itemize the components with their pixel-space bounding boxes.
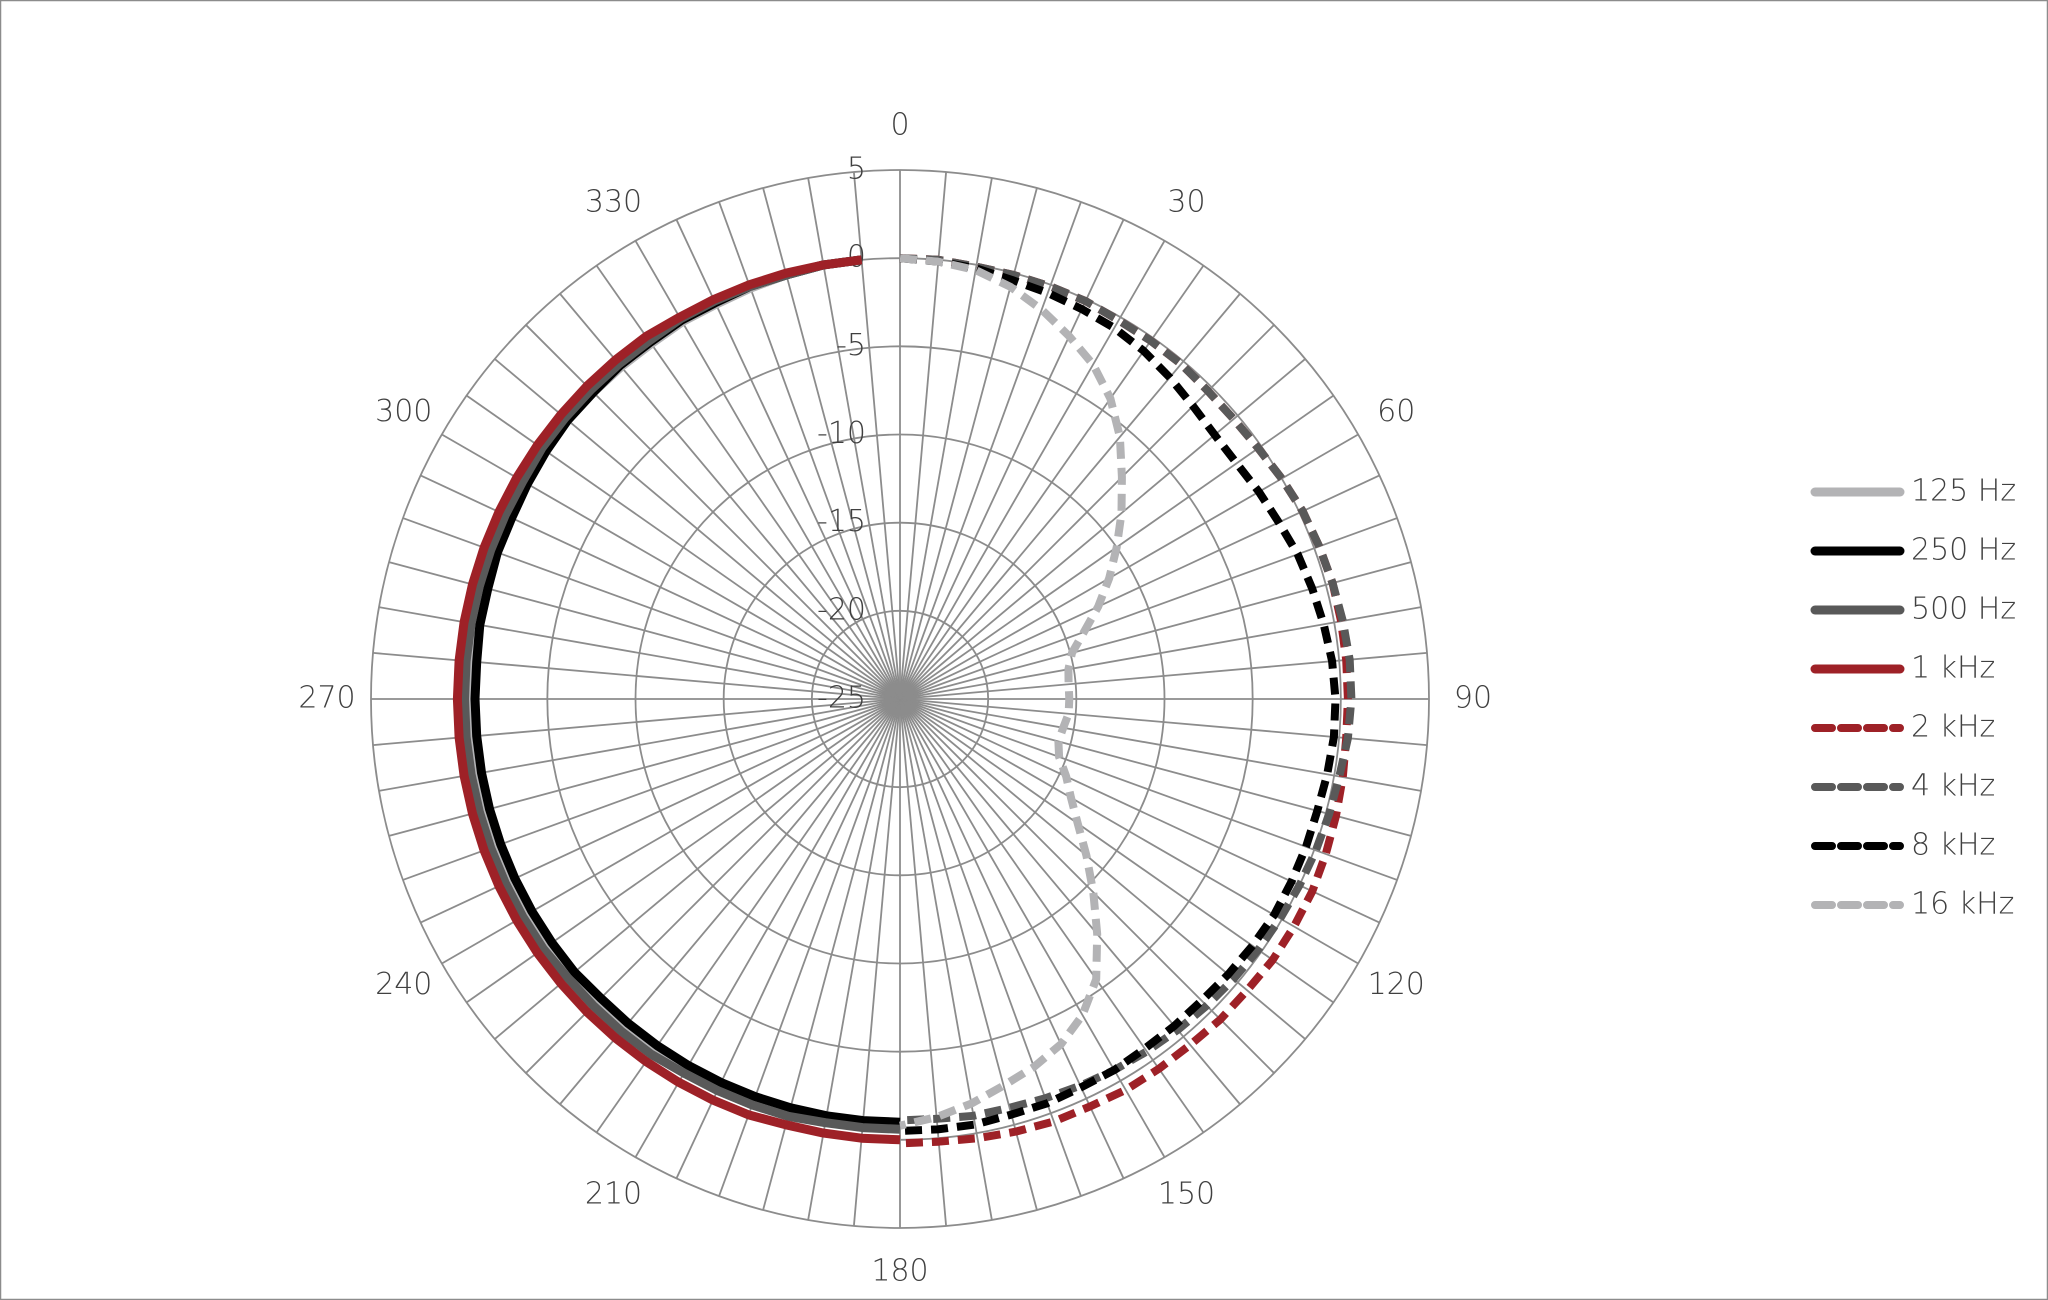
angle-label: 330 — [585, 184, 642, 219]
series-line — [899, 254, 1352, 1148]
angle-label: 90 — [1454, 681, 1492, 716]
spoke — [899, 698, 1038, 1211]
spoke — [899, 698, 1205, 1133]
radial-tick-label: -20 — [817, 592, 866, 627]
legend-label: 16 kHz — [1911, 887, 2014, 922]
spoke — [899, 201, 1082, 700]
angle-label: 0 — [890, 108, 909, 143]
legend-label: 1 kHz — [1911, 651, 1995, 686]
spoke — [899, 698, 1428, 747]
spoke — [899, 698, 1241, 1105]
spoke — [899, 293, 1241, 700]
legend-label: 8 kHz — [1911, 828, 1995, 863]
legend-label: 250 Hz — [1911, 533, 2016, 568]
angle-label: 300 — [375, 394, 432, 429]
spoke — [899, 698, 1398, 881]
angle-label: 60 — [1377, 394, 1415, 429]
spoke — [899, 240, 1166, 700]
spoke — [899, 177, 993, 700]
radial-tick-label: -25 — [817, 681, 866, 716]
spoke — [899, 651, 1428, 700]
series-line — [899, 254, 1340, 1135]
series-line — [452, 255, 901, 1145]
angle-label: 180 — [871, 1254, 928, 1289]
legend-label: 125 Hz — [1911, 474, 2016, 509]
radial-tick-label: 5 — [847, 152, 866, 187]
spoke — [899, 324, 1275, 700]
angle-label: 210 — [585, 1177, 642, 1212]
spoke — [899, 698, 993, 1221]
spoke — [899, 698, 1082, 1197]
spoke — [899, 698, 1422, 792]
legend-label: 4 kHz — [1911, 769, 1995, 804]
spoke — [899, 561, 1412, 700]
legend-label: 2 kHz — [1911, 710, 1995, 745]
series-line — [460, 255, 901, 1134]
angle-label: 120 — [1368, 967, 1425, 1002]
angle-label: 30 — [1167, 184, 1205, 219]
radial-tick-label: -5 — [836, 328, 866, 363]
angle-label: 150 — [1158, 1177, 1215, 1212]
spoke — [899, 517, 1398, 700]
spoke — [899, 358, 1306, 700]
spoke — [899, 698, 1125, 1179]
series-line — [899, 254, 1126, 1130]
radial-tick-label: -10 — [817, 416, 866, 451]
spoke — [899, 698, 1275, 1074]
radial-tick-label: -15 — [817, 504, 866, 539]
spoke — [899, 698, 1306, 1040]
spoke — [899, 698, 1166, 1158]
legend-label: 500 Hz — [1911, 592, 2016, 627]
spoke — [899, 433, 1359, 700]
spoke — [899, 606, 1422, 700]
angle-label: 240 — [375, 967, 432, 1002]
angle-label: 270 — [298, 681, 355, 716]
